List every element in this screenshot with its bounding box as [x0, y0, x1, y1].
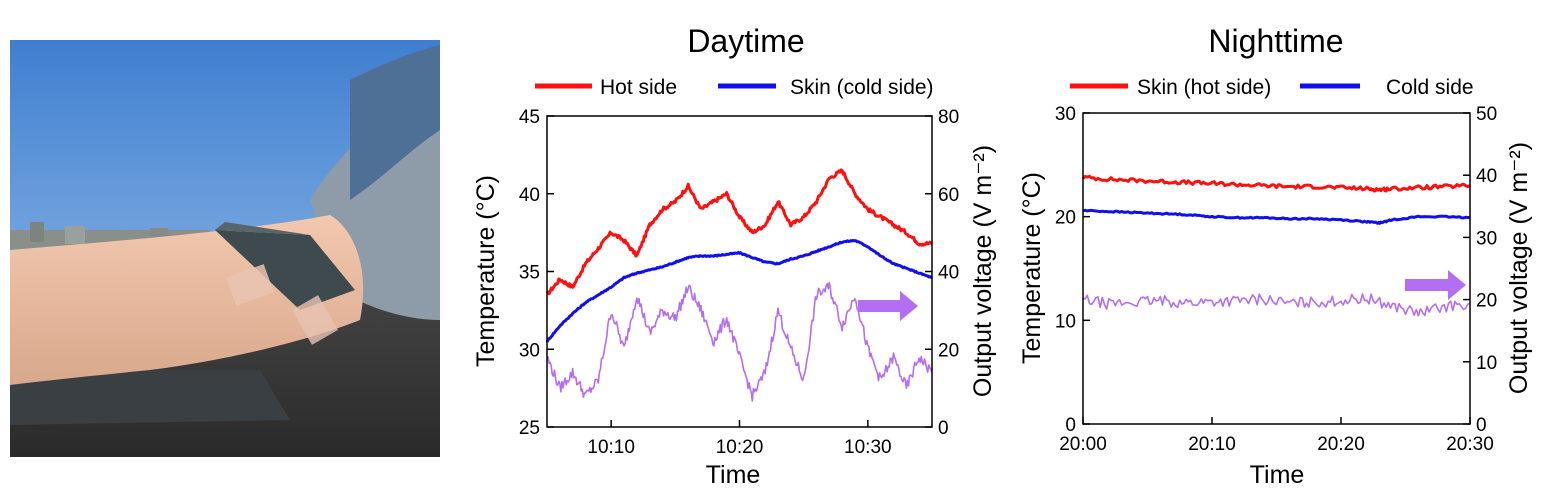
x-axis-label: Time — [1250, 461, 1305, 489]
y2-tick-label: 50 — [1476, 104, 1497, 125]
series-line-hot-side — [545, 168, 933, 296]
series-line-skin-cold-side — [545, 239, 933, 343]
y-axis-label: Temperature (°C) — [1018, 172, 1046, 364]
y-tick-label: 30 — [519, 340, 540, 361]
photo-illustration — [10, 40, 440, 457]
y-tick-label: 30 — [1055, 104, 1076, 125]
y-tick-label: 40 — [519, 185, 540, 206]
x-tick-label: 20:00 — [1059, 434, 1107, 455]
y2-axis-label: Output voltage (V m⁻²) — [1505, 142, 1533, 394]
legend-label-skin-cold-side: Skin (cold side) — [790, 76, 934, 99]
y-tick-label: 25 — [519, 418, 540, 439]
y2-tick-label: 80 — [938, 107, 959, 128]
plot-area: 25 30 35 40 45 0 20 40 60 80 10:10 10:20 10:30 — [519, 107, 959, 458]
plot-area: 0 10 20 30 0 10 20 30 40 50 20:00 20:10 20:20 20:30 — [1055, 104, 1497, 455]
y2-tick-label: 60 — [938, 185, 959, 206]
legend-label-cold-side: Cold side — [1386, 76, 1474, 99]
y2-tick-label: 40 — [1476, 166, 1497, 187]
series-line-output-voltage — [546, 281, 933, 402]
y2-tick-label: 0 — [938, 418, 949, 439]
photo-arm-with-device — [10, 40, 440, 457]
y2-tick-label: 40 — [938, 263, 959, 284]
y2-tick-label: 30 — [1476, 228, 1497, 249]
y-axis-label: Temperature (°C) — [472, 175, 500, 367]
x-tick-label: 10:10 — [587, 437, 635, 458]
series-line-cold-side — [1082, 208, 1471, 225]
x-tick-label: 20:10 — [1188, 434, 1236, 455]
y2-tick-label: 20 — [1476, 291, 1497, 312]
x-tick-label: 10:30 — [844, 437, 892, 458]
legend: Skin (hot side) Cold side — [1070, 76, 1474, 99]
chart-title: Nighttime — [1208, 23, 1343, 59]
x-tick-label: 20:30 — [1446, 434, 1494, 455]
legend-label-skin-hot-side: Skin (hot side) — [1137, 76, 1271, 99]
right-axis-arrow-icon — [1405, 270, 1466, 300]
chart-title: Daytime — [687, 23, 804, 59]
y2-tick-label: 20 — [938, 340, 959, 361]
series-line-skin-hot-side — [1081, 174, 1471, 193]
x-axis-label: Time — [706, 461, 761, 489]
y2-tick-label: 0 — [1476, 415, 1487, 436]
plot-frame — [1082, 112, 1471, 425]
x-tick-label: 20:20 — [1317, 434, 1365, 455]
y-tick-label: 45 — [519, 107, 540, 128]
y2-axis-label: Output voltage (V m⁻²) — [969, 145, 997, 397]
legend: Hot side Skin (cold side) — [535, 76, 934, 99]
y-tick-label: 10 — [1055, 311, 1076, 332]
y-tick-label: 0 — [1065, 415, 1076, 436]
y-tick-label: 35 — [519, 263, 540, 284]
x-tick-label: 10:20 — [716, 437, 764, 458]
y-tick-label: 20 — [1055, 208, 1076, 229]
y2-tick-label: 10 — [1476, 353, 1497, 374]
right-axis-arrow-icon — [858, 291, 918, 321]
legend-label-hot-side: Hot side — [600, 76, 677, 99]
series-line-output-voltage — [1082, 293, 1471, 317]
